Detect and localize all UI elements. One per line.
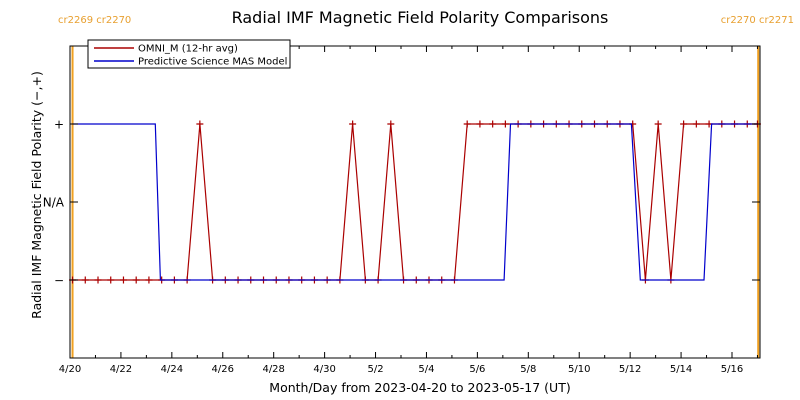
x-tick-label: 4/26 <box>212 364 234 375</box>
data-point <box>489 120 497 128</box>
chart-title: Radial IMF Magnetic Field Polarity Compa… <box>232 8 609 27</box>
x-tick-label: 5/8 <box>520 364 536 375</box>
x-tick-label: 4/20 <box>59 364 81 375</box>
y-tick-label: N/A <box>43 196 65 210</box>
x-tick-label: 5/14 <box>670 364 692 375</box>
carrington-label: cr2269 cr2270 <box>58 15 131 26</box>
x-tick-label: 5/12 <box>619 364 641 375</box>
data-point <box>349 120 357 128</box>
data-point <box>94 276 102 284</box>
y-axis: + N/A − <box>43 118 760 288</box>
x-tick-label: 4/22 <box>110 364 132 375</box>
legend-label-omni: OMNI_M (12-hr avg) <box>138 44 238 55</box>
y-tick-label: + <box>54 118 64 132</box>
x-tick-label: 5/16 <box>721 364 743 375</box>
series-line-omni <box>72 123 758 281</box>
data-point <box>107 276 115 284</box>
series-line-mas <box>72 123 758 281</box>
data-point <box>387 120 395 128</box>
x-tick-label: 5/2 <box>367 364 383 375</box>
series-layer <box>69 120 761 284</box>
data-point <box>132 276 140 284</box>
data-point <box>196 120 204 128</box>
data-point <box>463 120 471 128</box>
data-point <box>476 120 484 128</box>
data-point <box>145 276 153 284</box>
y-tick-label: − <box>54 274 64 288</box>
x-tick-label: 4/30 <box>313 364 335 375</box>
x-axis-label: Month/Day from 2023-04-20 to 2023-05-17 … <box>269 380 570 395</box>
data-point <box>654 120 662 128</box>
x-tick-label: 5/10 <box>568 364 590 375</box>
data-point <box>119 276 127 284</box>
carrington-label: cr2270 cr2271 <box>721 15 794 26</box>
x-tick-label: 5/6 <box>469 364 485 375</box>
data-point <box>501 120 509 128</box>
legend-box <box>87 39 291 69</box>
x-tick-label: 4/24 <box>161 364 183 375</box>
data-point <box>692 120 700 128</box>
data-point <box>81 276 89 284</box>
y-axis-label: Radial IMF Magnetic Field Polarity (−,+) <box>29 71 44 319</box>
legend: OMNI_M (12-hr avg) Predictive Science MA… <box>87 39 291 69</box>
legend-label-mas: Predictive Science MAS Model <box>138 57 287 68</box>
x-tick-label: 5/4 <box>418 364 434 375</box>
x-tick-label: 4/28 <box>262 364 284 375</box>
data-point <box>680 120 688 128</box>
plot-frame <box>69 45 761 359</box>
x-axis: 4/20 4/22 4/24 4/26 4/28 4/30 5/2 5/4 5/6 5/8 5/10… <box>59 46 758 375</box>
